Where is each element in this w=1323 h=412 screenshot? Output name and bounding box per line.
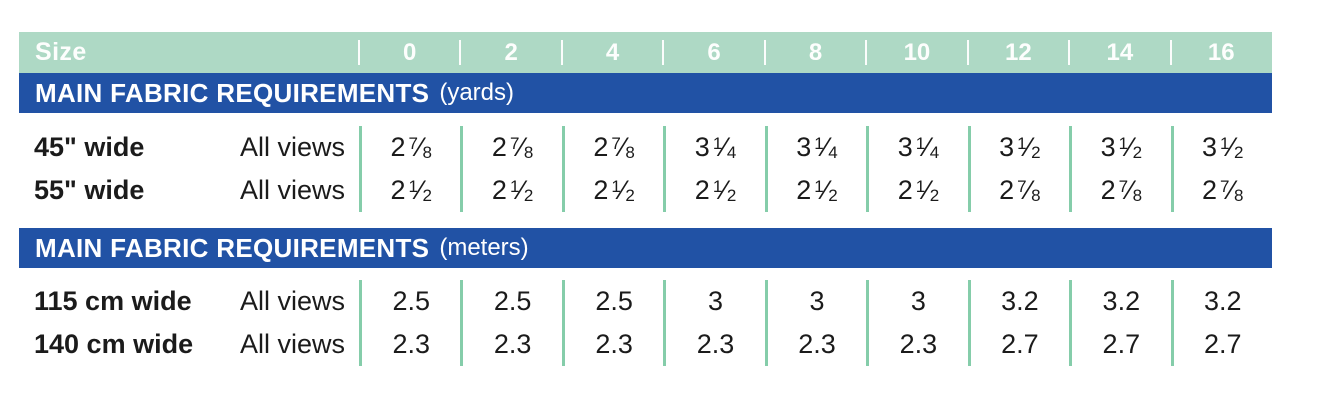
fabric-width-label: 140 cm wide	[34, 329, 194, 359]
value-cell: 2.7	[967, 323, 1069, 366]
value-cell: 3 1⁄2	[1170, 126, 1272, 169]
value-cell: 2.3	[764, 323, 866, 366]
size-column-16: 16	[1169, 32, 1272, 73]
value-cell: 3 1⁄2	[1069, 126, 1170, 169]
section-banner-yards: MAIN FABRIC REQUIREMENTS (yards)	[19, 73, 1272, 113]
value-cell: 2.3	[866, 323, 967, 366]
table-row: 55" wide All views 2 1⁄2 2 1⁄2 2 1⁄2 2 1⁄2 2 1⁄2 2 1⁄…	[19, 169, 1272, 212]
value-cell: 3.2	[1069, 280, 1170, 323]
value-cell: 2.3	[460, 323, 561, 366]
section-banner-meters: MAIN FABRIC REQUIREMENTS (meters)	[19, 228, 1272, 268]
table-row: 45" wide All views 2 7⁄8 2 7⁄8 2 7⁄8 3 1⁄4 3 1⁄4 3 1⁄…	[19, 126, 1272, 169]
banner-unit: (yards)	[439, 79, 514, 106]
views-label: All views	[239, 132, 345, 162]
value-cell: 3 1⁄2	[967, 126, 1069, 169]
value-cell: 2 7⁄8	[1170, 169, 1272, 212]
value-cell: 3 1⁄4	[663, 126, 764, 169]
table-row: 115 cm wide All views 2.5 2.5 2.5 3 3 3 3.2 3.2 3.…	[19, 280, 1272, 323]
size-column-0: 0	[357, 32, 460, 73]
value-cell: 2 1⁄2	[460, 169, 561, 212]
value-cell: 3	[663, 280, 764, 323]
value-cell: 2.5	[359, 280, 460, 323]
fabric-width-label: 55" wide	[34, 175, 145, 205]
value-cell: 3	[866, 280, 967, 323]
value-cell: 2 1⁄2	[866, 169, 967, 212]
row-label: 140 cm wide All views	[19, 323, 359, 366]
value-cell: 2 1⁄2	[359, 169, 460, 212]
views-label: All views	[239, 175, 345, 205]
value-cell: 2.5	[460, 280, 561, 323]
value-cell: 2 7⁄8	[359, 126, 460, 169]
row-label: 55" wide All views	[19, 169, 359, 212]
size-header-label: Size	[35, 38, 87, 66]
section-rows-meters: 115 cm wide All views 2.5 2.5 2.5 3 3 3 3.2 3.2 3.…	[19, 268, 1272, 366]
fabric-requirements-table: Size 0 2 4 6 8 10 12 14 16 MAIN FABRIC REQUIREME…	[19, 32, 1272, 366]
fabric-width-label: 45" wide	[34, 132, 145, 162]
value-cell: 2 7⁄8	[1069, 169, 1170, 212]
size-column-8: 8	[763, 32, 866, 73]
value-cell: 3.2	[1170, 280, 1272, 323]
section-rows-yards: 45" wide All views 2 7⁄8 2 7⁄8 2 7⁄8 3 1⁄4 3 1⁄4 3 1⁄…	[19, 113, 1272, 212]
value-cell: 2 7⁄8	[460, 126, 561, 169]
value-cell: 2.7	[1069, 323, 1170, 366]
value-cell: 2.3	[561, 323, 663, 366]
banner-unit: (meters)	[439, 234, 529, 261]
fabric-width-label: 115 cm wide	[34, 286, 192, 316]
value-cell: 2.3	[663, 323, 764, 366]
value-cell: 2 1⁄2	[561, 169, 663, 212]
size-column-4: 4	[560, 32, 663, 73]
row-label: 115 cm wide All views	[19, 280, 359, 323]
section-yards: MAIN FABRIC REQUIREMENTS (yards) 45" wid…	[19, 73, 1272, 212]
views-label: All views	[239, 329, 345, 359]
value-cell: 2.7	[1170, 323, 1272, 366]
value-cell: 3.2	[967, 280, 1069, 323]
value-cell: 2 7⁄8	[561, 126, 663, 169]
size-column-14: 14	[1068, 32, 1170, 73]
table-row: 140 cm wide All views 2.3 2.3 2.3 2.3 2.3 2.3 2.…	[19, 323, 1272, 366]
size-column-2: 2	[459, 32, 561, 73]
section-meters: MAIN FABRIC REQUIREMENTS (meters) 115 cm…	[19, 228, 1272, 366]
banner-title: MAIN FABRIC REQUIREMENTS	[35, 232, 430, 263]
views-label: All views	[239, 286, 345, 316]
value-cell: 3	[764, 280, 866, 323]
banner-title: MAIN FABRIC REQUIREMENTS	[35, 77, 430, 108]
size-header-row: Size 0 2 4 6 8 10 12 14 16	[19, 32, 1272, 73]
value-cell: 3 1⁄4	[764, 126, 866, 169]
size-column-6: 6	[662, 32, 764, 73]
value-cell: 3 1⁄4	[866, 126, 967, 169]
size-column-10: 10	[865, 32, 967, 73]
size-column-12: 12	[966, 32, 1069, 73]
value-cell: 2 1⁄2	[663, 169, 764, 212]
row-label: 45" wide All views	[19, 126, 359, 169]
value-cell: 2.3	[359, 323, 460, 366]
value-cell: 2.5	[561, 280, 663, 323]
value-cell: 2 1⁄2	[764, 169, 866, 212]
value-cell: 2 7⁄8	[967, 169, 1069, 212]
